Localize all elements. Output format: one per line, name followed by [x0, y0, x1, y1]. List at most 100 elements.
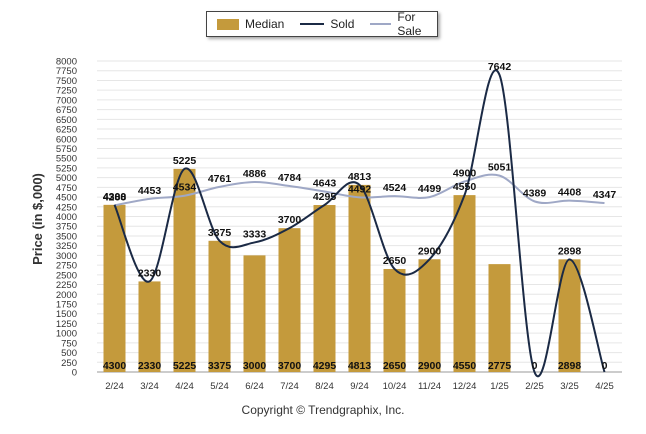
median-bar[interactable] [103, 204, 126, 372]
median-bar[interactable] [418, 259, 441, 372]
legend-label-sold: Sold [330, 17, 355, 31]
for-sale-data-label: 5051 [488, 162, 512, 174]
y-tick-label: 2500 [56, 270, 77, 281]
y-tick-label: 0 [72, 368, 77, 379]
y-tick-label: 3000 [56, 251, 77, 262]
median-data-label: 3000 [243, 360, 267, 372]
y-tick-label: 1000 [56, 329, 77, 340]
for-sale-data-label: 4288 [103, 191, 127, 203]
x-tick-label: 1/25 [490, 381, 509, 392]
x-tick-label: 3/25 [560, 381, 579, 392]
median-data-label: 3700 [278, 360, 302, 372]
x-axis-ticks: 2/24 3/24 4/24 5/24 6/24 7/24 8/24 9/24 10/24 11/… [105, 381, 614, 392]
for-sale-data-label: 4499 [418, 183, 442, 195]
y-tick-label: 2750 [56, 261, 77, 272]
x-tick-label: 4/24 [175, 381, 194, 392]
y-tick-label: 3750 [56, 222, 77, 233]
median-bar[interactable] [138, 281, 161, 372]
for-sale-data-label: 4534 [173, 182, 197, 194]
copyright: Copyright © Trendgraphix, Inc. [241, 403, 405, 417]
sold-swatch [300, 23, 325, 25]
sold-data-label: 4300 [103, 191, 127, 203]
sold-data-label: 3375 [208, 227, 232, 239]
y-tick-label: 7000 [56, 95, 77, 106]
median-data-label: 2775 [488, 360, 512, 372]
legend-item-for-sale[interactable]: For Sale [370, 10, 437, 38]
series-lines [113, 69, 606, 378]
y-axis-label: Price (in $,000) [30, 173, 45, 265]
for-sale-line[interactable] [114, 173, 605, 207]
x-tick-label: 7/24 [280, 381, 299, 392]
y-tick-label: 6250 [56, 125, 77, 136]
legend-label-median: Median [245, 17, 285, 31]
median-bar[interactable] [313, 205, 336, 372]
median-data-label: 3375 [208, 360, 232, 372]
y-tick-label: 4000 [56, 212, 77, 223]
median-data-label: 2900 [418, 360, 442, 372]
median-swatch [217, 18, 239, 30]
median-data-label: 4300 [103, 360, 127, 372]
median-data-label: 0 [532, 360, 538, 372]
for-sale-data-label: 4524 [383, 182, 407, 194]
for-sale-data-label: 4784 [278, 172, 302, 184]
legend-item-sold[interactable]: Sold [300, 17, 354, 31]
x-tick-label: 2/24 [105, 381, 124, 392]
sold-data-label: 4550 [453, 181, 477, 193]
y-tick-label: 6750 [56, 105, 77, 116]
for-sale-data-label: 4389 [523, 187, 547, 199]
x-tick-label: 12/24 [453, 381, 477, 392]
y-tick-label: 2250 [56, 280, 77, 291]
x-tick-label: 4/25 [595, 381, 614, 392]
x-tick-label: 2/25 [525, 381, 544, 392]
median-data-label: 2650 [383, 360, 407, 372]
for-sale-data-label: 4643 [313, 178, 337, 190]
y-tick-label: 750 [61, 338, 77, 349]
x-tick-label: 8/24 [315, 381, 334, 392]
sold-data-label: 2900 [418, 245, 442, 257]
median-data-label: 5225 [173, 360, 197, 372]
median-data-label: 4550 [453, 360, 477, 372]
y-tick-label: 7500 [56, 76, 77, 87]
sold-data-label: 7642 [488, 61, 512, 73]
y-tick-label: 250 [61, 358, 77, 369]
for-sale-data-label: 4761 [208, 173, 232, 185]
sold-data-label: 4295 [313, 191, 337, 203]
median-bar[interactable] [173, 168, 196, 372]
y-tick-label: 5000 [56, 173, 77, 184]
median-data-label: 2898 [558, 360, 582, 372]
y-tick-label: 6500 [56, 115, 77, 126]
median-bars [103, 168, 581, 372]
for-sale-data-label: 4453 [138, 185, 162, 197]
for-sale-data-label: 4900 [453, 168, 477, 180]
y-tick-label: 4500 [56, 193, 77, 204]
sold-data-label: 3333 [243, 228, 267, 240]
sold-data-label: 5225 [173, 155, 197, 167]
median-bar[interactable] [208, 240, 231, 372]
median-bar[interactable] [383, 268, 406, 372]
x-tick-label: 5/24 [210, 381, 229, 392]
for-sale-data-label: 4408 [558, 187, 582, 199]
median-data-label: 2330 [138, 360, 162, 372]
median-bar[interactable] [453, 195, 476, 372]
y-tick-label: 3250 [56, 241, 77, 252]
legend-label-for-sale: For Sale [397, 10, 422, 38]
median-bar[interactable] [558, 259, 581, 372]
y-tick-label: 5250 [56, 163, 77, 174]
for-sale-data-label: 4886 [243, 168, 267, 180]
median-bar[interactable] [278, 228, 301, 372]
median-bar[interactable] [348, 184, 371, 372]
median-data-label: 4813 [348, 360, 372, 372]
y-tick-label: 4250 [56, 202, 77, 213]
median-bar[interactable] [488, 264, 511, 372]
y-tick-label: 1750 [56, 299, 77, 310]
x-tick-label: 9/24 [350, 381, 369, 392]
y-tick-label: 8000 [56, 57, 77, 68]
sold-line[interactable] [113, 69, 606, 378]
sold-data-label: 3700 [278, 214, 302, 226]
median-bar[interactable] [243, 255, 266, 372]
y-tick-label: 5750 [56, 144, 77, 155]
x-tick-label: 6/24 [245, 381, 264, 392]
legend-item-median[interactable]: Median [217, 17, 284, 31]
x-tick-label: 11/24 [418, 381, 441, 392]
